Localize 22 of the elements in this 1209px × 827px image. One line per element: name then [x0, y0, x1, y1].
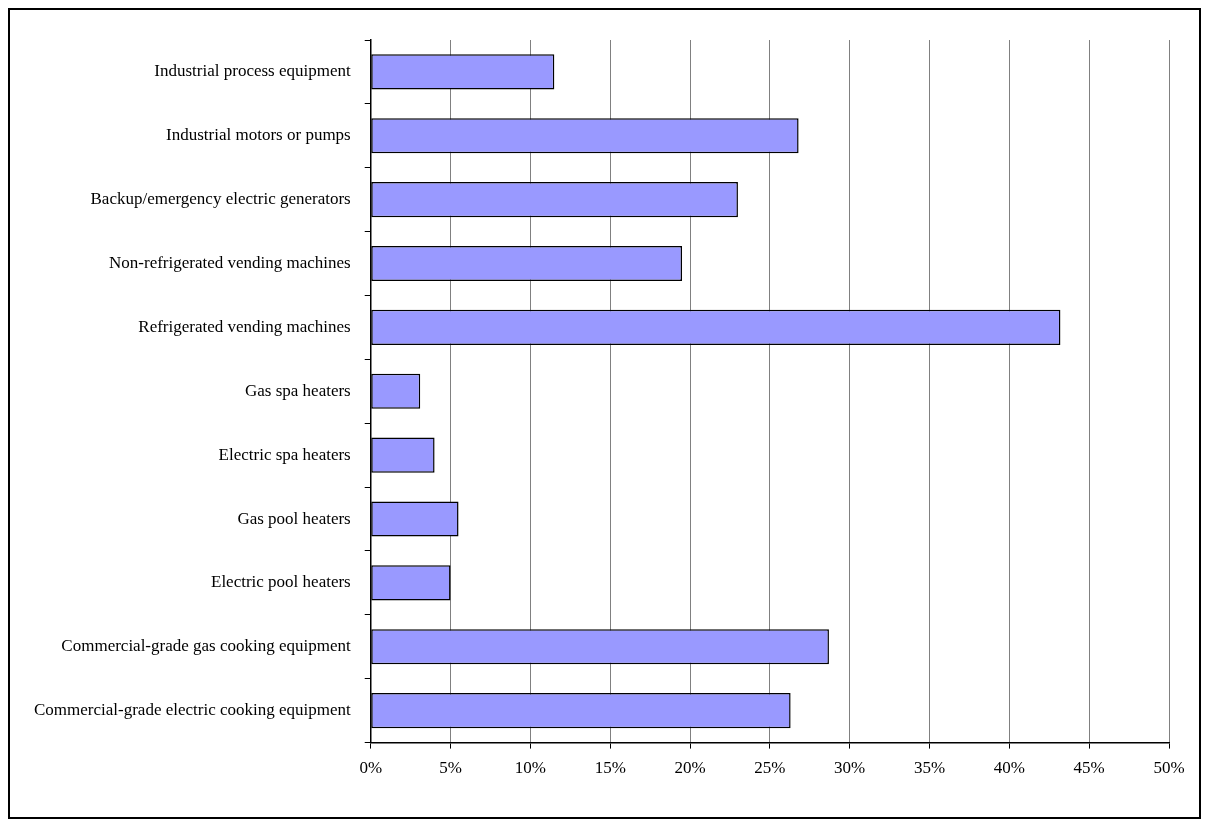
y-tick-label: Commercial-grade gas cooking equipment: [61, 636, 351, 656]
y-tick-label: Commercial-grade electric cooking equipment: [34, 700, 352, 720]
x-tick-label: 25%: [754, 758, 786, 778]
x-tick-label: 10%: [514, 758, 546, 778]
x-tick-label: 15%: [594, 758, 626, 778]
y-tick-label: Gas pool heaters: [237, 508, 351, 528]
x-tick-label: 45%: [1073, 758, 1105, 778]
x-tick-label: 0%: [359, 758, 383, 778]
x-tick-label: 30%: [834, 758, 866, 778]
x-tick-label: 50%: [1153, 758, 1185, 778]
y-tick-label: Refrigerated vending machines: [138, 316, 351, 336]
x-tick-label: 40%: [993, 758, 1025, 778]
y-tick-label: Electric pool heaters: [211, 572, 351, 592]
y-tick-label: Electric spa heaters: [218, 444, 351, 464]
y-tick-label: Backup/emergency electric generators: [90, 189, 351, 209]
y-tick-label: Gas spa heaters: [244, 380, 351, 400]
y-tick-label: Industrial process equipment: [154, 61, 351, 81]
y-tick-label: Non-refrigerated vending machines: [109, 253, 351, 273]
y-tick-label: Industrial motors or pumps: [166, 125, 351, 145]
x-tick-label: 20%: [674, 758, 706, 778]
x-tick-label: 5%: [439, 758, 462, 778]
x-tick-label: 35%: [913, 758, 946, 778]
